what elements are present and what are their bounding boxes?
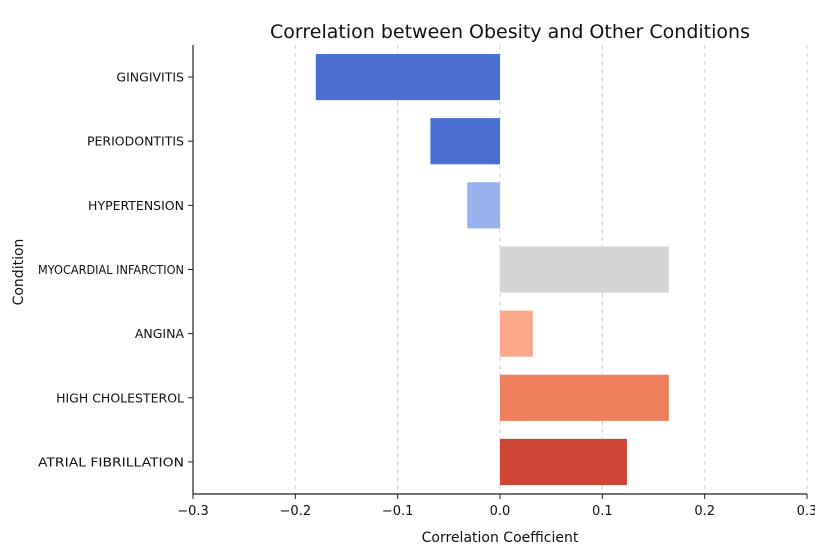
bar — [500, 374, 669, 421]
y-tick-label: GINGIVITIS — [116, 70, 184, 85]
y-tick-label: HYPERTENSION — [88, 198, 184, 213]
bar — [500, 310, 533, 357]
x-ticks: −0.3 −0.2 −0.1 0.0 0.1 0.2 0.3 — [177, 494, 815, 519]
y-tick-label: ATRIAL FIBRILLATION — [38, 454, 184, 469]
bar — [500, 246, 669, 293]
x-axis-label: Correlation Coefficient — [422, 530, 579, 545]
x-tick-label: −0.2 — [280, 504, 312, 519]
x-tick-label: 0.2 — [694, 504, 715, 519]
x-tick-label: 0.1 — [592, 504, 613, 519]
x-tick-label: 0.3 — [797, 504, 815, 519]
bars — [315, 53, 669, 486]
y-axis-label: Condition — [11, 239, 27, 306]
y-tick-label: PERIODONTITIS — [87, 134, 184, 149]
x-tick-label: −0.1 — [382, 504, 414, 519]
chart-title: Correlation between Obesity and Other Co… — [270, 21, 750, 43]
bar — [315, 53, 500, 101]
bar — [467, 182, 500, 229]
y-tick-label: ANGINA — [135, 326, 185, 341]
x-tick-label: −0.3 — [177, 504, 209, 519]
x-tick-label: 0.0 — [490, 504, 511, 519]
y-ticks: GINGIVITIS PERIODONTITIS HYPERTENSION MYOCA… — [38, 70, 193, 469]
y-tick-label: MYOCARDIAL INFARCTION — [38, 262, 184, 277]
bar — [500, 438, 627, 486]
bar — [430, 118, 500, 165]
y-tick-label: HIGH CHOLESTEROL — [56, 390, 184, 405]
